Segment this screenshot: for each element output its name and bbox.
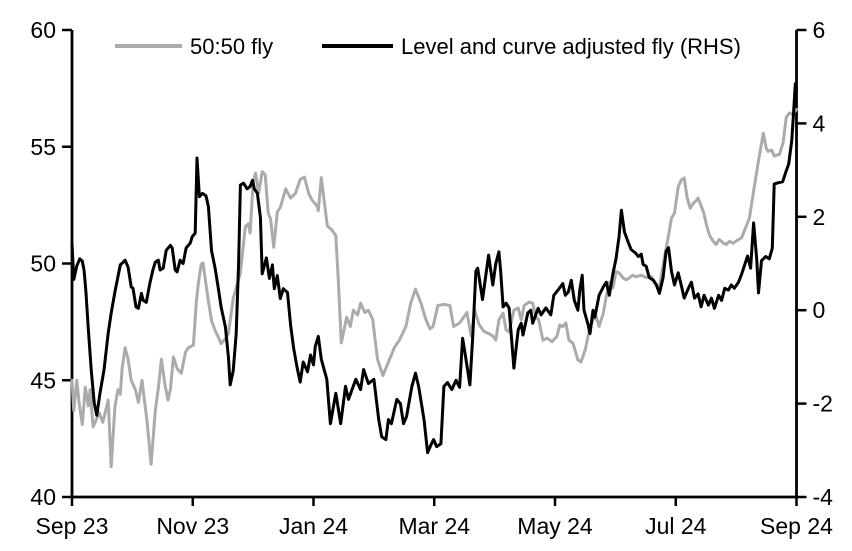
legend-label-level-curve-adjusted-fly: Level and curve adjusted fly (RHS) (401, 34, 741, 59)
left-axis-tick-label: 55 (30, 134, 56, 160)
right-axis-tick-label: -2 (813, 391, 833, 417)
legend: 50:50 fly Level and curve adjusted fly (… (115, 34, 741, 59)
left-axis-tick-label: 40 (30, 484, 56, 510)
x-axis-tick-label: Mar 24 (398, 513, 470, 539)
x-axis-tick-label: Nov 23 (156, 513, 229, 539)
left-axis-tick-label: 60 (30, 17, 56, 43)
legend-label-5050-fly: 50:50 fly (190, 34, 273, 59)
left-axis-tick-label: 45 (30, 367, 56, 393)
x-axis-tick-label: Sep 24 (760, 513, 833, 539)
right-axis-tick-label: -4 (813, 484, 834, 510)
series-line-level-curve-adjusted-fly (70, 82, 798, 455)
x-axis-tick-label: Sep 23 (36, 513, 109, 539)
right-axis-tick-label: 2 (813, 204, 826, 230)
right-axis-tick-label: 0 (813, 297, 826, 323)
right-axis-tick-label: 6 (813, 17, 826, 43)
x-axis-tick-label: Jan 24 (279, 513, 348, 539)
right-axis-tick-label: 4 (813, 110, 826, 136)
series-lines (70, 82, 798, 469)
axis-tick-labels: 60 55 50 45 40 6 4 2 0 -2 -4 Sep 23 Nov 23 Jan 24 Mar … (30, 17, 833, 539)
series-line-5050-fly (70, 107, 798, 469)
x-axis-tick-label: Jul 24 (645, 513, 707, 539)
left-axis-tick-label: 50 (30, 251, 56, 277)
x-axis-tick-label: May 24 (517, 513, 593, 539)
